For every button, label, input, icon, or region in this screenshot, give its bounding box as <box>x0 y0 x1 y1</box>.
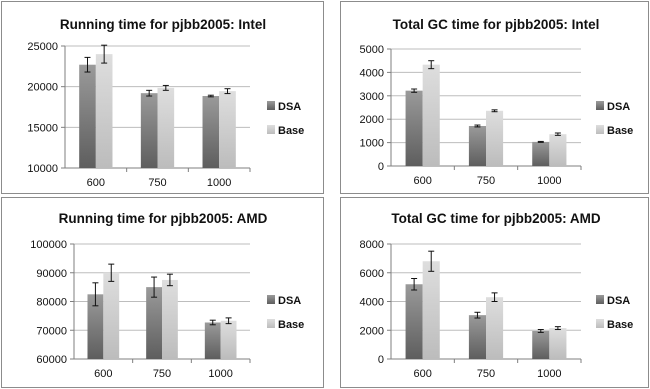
bar-base <box>219 91 236 168</box>
y-tick-label: 2000 <box>360 114 384 126</box>
bar-dsa <box>202 96 220 168</box>
y-tick-label: 100000 <box>30 239 67 251</box>
x-tick-label: 1000 <box>207 177 231 189</box>
x-tick-label: 1000 <box>537 368 561 380</box>
x-tick-label: 750 <box>477 368 495 380</box>
legend-swatch-base <box>596 319 604 328</box>
legend-swatch-dsa <box>596 101 604 110</box>
y-tick-label: 4000 <box>360 297 384 309</box>
chart-panel-running-time-amd: Running time for pjbb2005: AMD 60000 70000… <box>1 197 324 388</box>
legend-label-base: Base <box>607 319 633 331</box>
chart-title: Running time for pjbb2005: AMD <box>59 211 268 226</box>
y-tick-label: 3000 <box>360 91 384 103</box>
legend-label-dsa: DSA <box>607 295 630 307</box>
bar-dsa <box>532 141 550 166</box>
chart-svg: Running time for pjbb2005: AMD 60000 70000… <box>30 211 304 380</box>
chart-svg: Total GC time for pjbb2005: Intel 0 1000 20… <box>360 17 634 187</box>
chart-panel-running-time-intel: Running time for pjbb2005: Intel 10000 150… <box>1 1 324 194</box>
y-tick-label: 2000 <box>360 325 384 337</box>
y-tick-label: 0 <box>378 161 384 173</box>
x-tick-label: 750 <box>148 177 166 189</box>
legend-swatch-base <box>596 125 604 134</box>
chart-svg: Total GC time for pjbb2005: AMD 0 2000 4000… <box>360 211 634 380</box>
legend-label-dsa: DSA <box>278 101 301 113</box>
bar-dsa <box>79 64 96 168</box>
legend-swatch-dsa <box>267 101 275 110</box>
chart-panel-gc-time-intel: Total GC time for pjbb2005: Intel 0 1000 20… <box>340 1 649 194</box>
legend-label-base: Base <box>607 125 633 137</box>
legend-swatch-base <box>267 125 275 134</box>
legend-label-base: Base <box>278 125 304 137</box>
y-tick-label: 5000 <box>360 44 384 56</box>
x-tick-label: 750 <box>153 368 171 380</box>
y-tick-label: 1000 <box>360 138 384 150</box>
x-tick-label: 600 <box>94 368 112 380</box>
chart-title: Total GC time for pjbb2005: Intel <box>393 17 600 32</box>
bar-dsa <box>146 287 162 359</box>
x-tick-label: 1000 <box>537 175 561 187</box>
y-tick-label: 90000 <box>36 268 67 280</box>
bar-base <box>422 261 440 359</box>
bar-base <box>549 328 567 359</box>
y-tick-label: 70000 <box>36 325 67 337</box>
bar-base <box>95 54 113 169</box>
chart-svg: Running time for pjbb2005: Intel 10000 150… <box>27 17 304 189</box>
x-tick-label: 750 <box>477 175 495 187</box>
bar-base <box>162 279 178 359</box>
legend-label-base: Base <box>278 319 304 331</box>
y-tick-label: 20000 <box>27 82 58 94</box>
bar-dsa <box>468 125 486 166</box>
bar-base <box>422 64 440 166</box>
x-tick-label: 1000 <box>208 368 232 380</box>
chart-title: Total GC time for pjbb2005: AMD <box>391 211 601 226</box>
legend-swatch-dsa <box>596 295 604 304</box>
x-tick-label: 600 <box>413 368 431 380</box>
bar-dsa <box>468 315 486 359</box>
bar-dsa <box>405 90 423 166</box>
y-tick-label: 60000 <box>36 354 67 366</box>
y-tick-label: 10000 <box>27 163 58 175</box>
bar-dsa <box>204 322 221 359</box>
bar-dsa <box>140 93 158 168</box>
chart-title: Running time for pjbb2005: Intel <box>60 17 266 32</box>
y-tick-label: 6000 <box>360 268 384 280</box>
y-tick-label: 8000 <box>360 239 384 251</box>
bar-dsa <box>532 330 550 359</box>
legend-label-dsa: DSA <box>278 295 301 307</box>
legend-label-dsa: DSA <box>607 101 630 113</box>
legend-swatch-base <box>267 319 275 328</box>
bar-base <box>220 320 237 359</box>
bar-base <box>157 87 175 168</box>
y-tick-label: 15000 <box>27 122 58 134</box>
legend-swatch-dsa <box>267 295 275 304</box>
bar-base <box>486 297 504 359</box>
chart-panel-gc-time-amd: Total GC time for pjbb2005: AMD 0 2000 4000… <box>340 197 649 388</box>
bar-dsa <box>87 294 104 359</box>
bar-base <box>486 110 504 166</box>
y-tick-label: 0 <box>378 354 384 366</box>
x-tick-label: 600 <box>413 175 431 187</box>
y-tick-label: 4000 <box>360 67 384 79</box>
bar-dsa <box>405 284 423 359</box>
bar-base <box>103 272 120 359</box>
x-tick-label: 600 <box>87 177 105 189</box>
y-tick-label: 80000 <box>36 297 67 309</box>
bar-base <box>549 134 567 166</box>
y-tick-label: 25000 <box>27 41 58 53</box>
